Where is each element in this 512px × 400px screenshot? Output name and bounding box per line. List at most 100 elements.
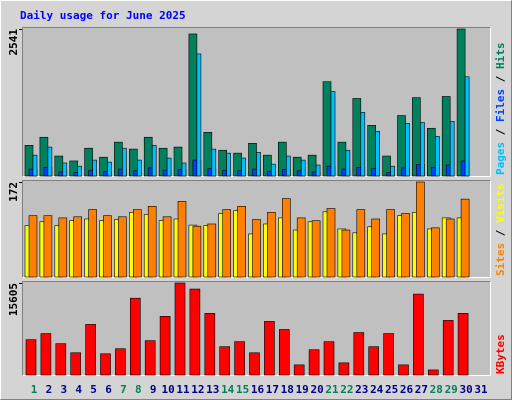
bar	[47, 146, 53, 177]
bar	[196, 53, 202, 177]
bar	[174, 282, 186, 376]
bar	[234, 341, 245, 376]
bar	[300, 159, 306, 177]
x-tick-label: 11	[176, 383, 190, 396]
bar	[162, 216, 172, 278]
bar	[405, 123, 410, 177]
bar	[144, 340, 156, 376]
bar	[32, 154, 38, 177]
bar	[457, 313, 469, 376]
bar	[256, 151, 261, 177]
bar	[188, 33, 198, 177]
bar	[122, 147, 127, 177]
bar	[226, 152, 231, 177]
x-tick-label: 5	[90, 383, 97, 396]
bar	[62, 162, 68, 177]
bar	[115, 348, 126, 376]
bar	[147, 206, 157, 278]
bar	[330, 91, 336, 177]
x-tick-label: 28	[430, 383, 443, 396]
x-tick-label: 20	[310, 383, 323, 396]
bar	[189, 288, 201, 376]
bar	[441, 96, 451, 177]
legend-entry: Hits	[494, 43, 507, 70]
x-tick-label: 27	[415, 383, 428, 396]
bar	[353, 332, 365, 376]
bar	[442, 320, 454, 376]
bar	[368, 346, 380, 376]
bar	[271, 163, 276, 177]
bar	[25, 339, 37, 376]
bar	[464, 76, 470, 177]
bevel	[22, 27, 491, 177]
bar	[28, 215, 38, 278]
bar	[151, 145, 157, 177]
legend-separator: /	[494, 223, 507, 243]
bar	[383, 333, 394, 376]
bar	[311, 220, 321, 278]
bar	[460, 198, 470, 278]
bar	[241, 157, 246, 177]
bar	[133, 209, 142, 278]
bar	[192, 225, 202, 278]
x-tick-label: 10	[161, 383, 174, 396]
x-tick-label: 6	[105, 383, 112, 396]
bar	[43, 215, 53, 278]
bar	[416, 181, 425, 278]
bar	[430, 227, 440, 278]
x-tick-label: 7	[120, 383, 127, 396]
bar	[92, 159, 97, 177]
x-tick-label: 19	[296, 383, 309, 396]
x-tick-label: 16	[251, 383, 265, 396]
bar	[390, 165, 395, 177]
legend: KBytes	[494, 334, 507, 374]
bar	[278, 329, 290, 376]
chart-title: Daily usage for June 2025	[20, 9, 186, 22]
bar	[386, 209, 395, 278]
bar	[296, 217, 306, 278]
x-tick-label: 26	[400, 383, 414, 396]
bar	[107, 161, 112, 177]
bar	[341, 229, 351, 278]
bar	[375, 131, 381, 177]
legend-entry: Pages	[494, 142, 507, 175]
x-tick-label: 14	[221, 383, 235, 396]
x-tick-label: 25	[385, 383, 398, 396]
x-tick-label: 3	[60, 383, 67, 396]
x-tick-label: 12	[191, 383, 204, 396]
legend: Sites / Visits	[494, 183, 507, 276]
bar	[352, 98, 362, 177]
x-tick-label: 4	[75, 383, 82, 396]
bar	[211, 148, 217, 177]
bar	[204, 313, 216, 376]
bar	[181, 162, 187, 177]
bar	[249, 352, 260, 376]
x-tick-label: 13	[206, 383, 219, 396]
x-tick-label: 9	[150, 383, 157, 396]
bar	[413, 293, 424, 376]
bevel	[22, 180, 491, 278]
bar	[285, 155, 291, 177]
bar	[166, 157, 172, 177]
x-tick-label: 1	[31, 383, 38, 396]
bar	[323, 341, 335, 376]
bar	[237, 206, 246, 278]
x-tick-label: 30	[459, 383, 472, 396]
legend-separator: /	[494, 122, 507, 142]
x-tick-label: 18	[281, 383, 294, 396]
x-tick-label: 2	[46, 383, 53, 396]
bar	[398, 364, 409, 376]
legend-separator: /	[494, 69, 507, 89]
x-tick-label: 31	[474, 383, 488, 396]
bar	[293, 364, 305, 376]
bar	[130, 297, 141, 376]
bar	[55, 343, 67, 376]
x-tick-label: 23	[355, 383, 368, 396]
legend-entry: KBytes	[494, 334, 507, 374]
bar	[267, 212, 276, 278]
bar	[445, 218, 455, 278]
bar	[219, 346, 230, 376]
bar	[100, 353, 111, 376]
bar	[77, 165, 82, 177]
